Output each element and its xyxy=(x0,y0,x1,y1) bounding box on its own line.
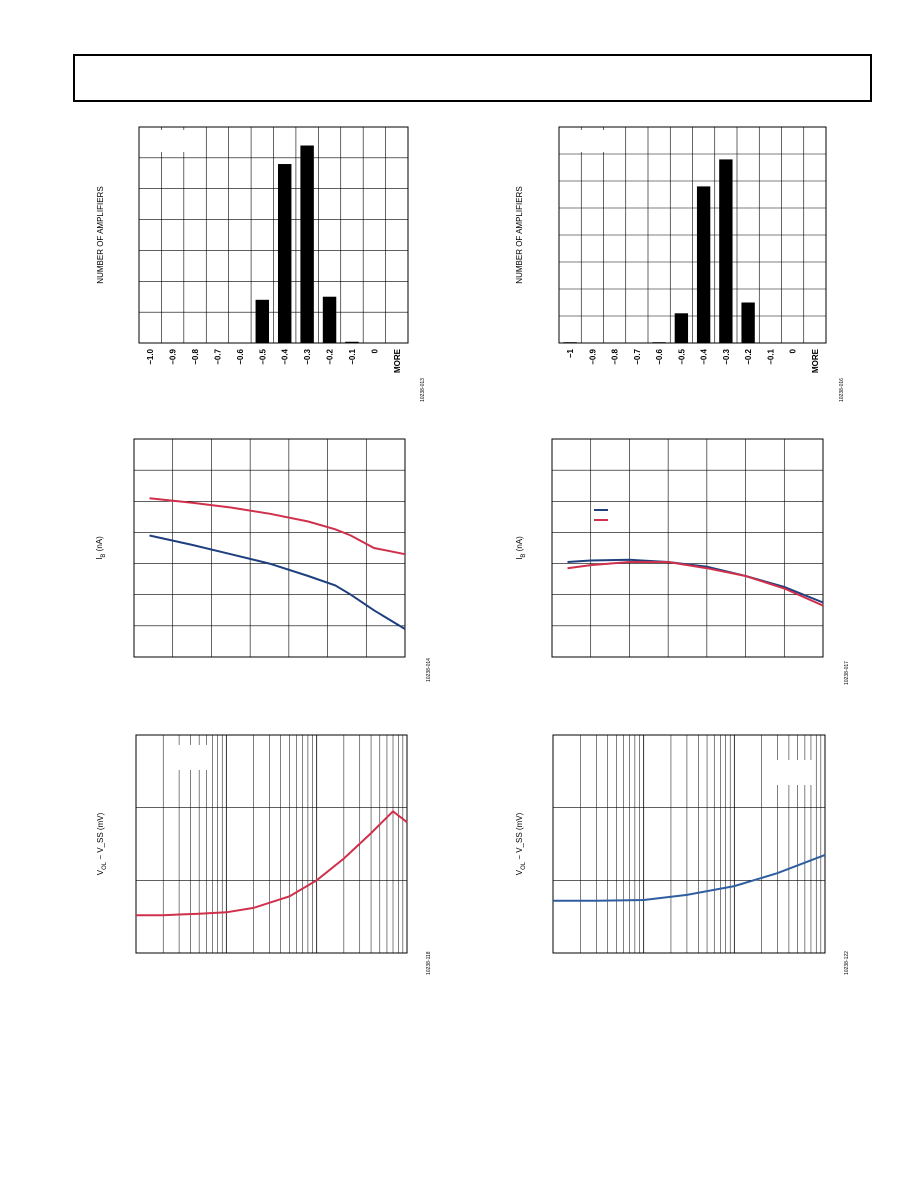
series-line-0 xyxy=(553,853,826,902)
bar-8 xyxy=(322,296,337,343)
x-tick-label: MORE xyxy=(811,348,820,373)
page-header-frame xyxy=(73,54,872,102)
figure-code: 10238-017 xyxy=(844,661,850,685)
x-tick-label: −0.5 xyxy=(677,348,686,364)
ib-right: IB (nA) 10238-017 xyxy=(515,438,850,685)
x-tick-label: −0.4 xyxy=(700,348,709,364)
x-tick-label: MORE xyxy=(393,348,402,373)
vol-left: VOL − V_SS (mV) 10238-118 xyxy=(96,734,432,975)
series-line-1 xyxy=(149,534,406,630)
x-tick-label: 0 xyxy=(789,348,798,353)
x-tick-label: −1 xyxy=(566,348,575,358)
y-axis-label: VOL − V_SS (mV) xyxy=(515,812,527,875)
bar-5 xyxy=(255,299,270,343)
y-axis-label: NUMBER OF AMPLIFIERS xyxy=(96,186,105,283)
series-line-0 xyxy=(136,809,408,917)
x-tick-label: −0.1 xyxy=(348,348,357,364)
legend-box xyxy=(579,130,624,152)
x-tick-label: −0.5 xyxy=(258,348,267,364)
vol-right: VOL − V_SS (mV) 10238-122 xyxy=(515,734,850,975)
legend-box xyxy=(159,130,204,152)
y-axis-label: IB (nA) xyxy=(95,536,107,560)
plot-frame xyxy=(552,734,826,954)
figure-code: 10238-013 xyxy=(420,378,426,402)
x-tick-label: −0.2 xyxy=(744,348,753,364)
legend-box xyxy=(773,760,815,785)
x-tick-label: −0.8 xyxy=(611,348,620,364)
bar-0 xyxy=(563,342,577,344)
series-line-0 xyxy=(149,497,406,556)
y-axis-label: NUMBER OF AMPLIFIERS xyxy=(515,186,524,283)
bar-4 xyxy=(652,342,666,344)
bar-7 xyxy=(300,145,314,343)
figure-code: 10238-122 xyxy=(844,951,850,975)
y-axis-label: IB (nA) xyxy=(515,536,527,560)
x-tick-label: −0.8 xyxy=(191,348,200,364)
x-tick-label: −0.6 xyxy=(236,348,245,364)
x-tick-label: −0.9 xyxy=(169,348,178,364)
bar-8 xyxy=(741,302,755,343)
x-tick-label: −0.2 xyxy=(326,348,335,364)
hist-right: −1 −0.9 −0.8 −0.7 −0.6 −0.5 −0.4 −0.3 −0.2 −0.1 0 M… xyxy=(515,126,845,402)
y-axis-label: VOL − V_SS (mV) xyxy=(96,812,108,875)
figure-code: 10238-118 xyxy=(426,951,432,975)
series-line-1 xyxy=(567,561,824,607)
x-tick-label: −0.3 xyxy=(722,348,731,364)
plot-frame xyxy=(138,126,409,344)
x-tick-label: −0.7 xyxy=(213,348,222,364)
bar-6 xyxy=(277,164,292,343)
legend-box xyxy=(166,745,208,770)
x-tick-label: −0.7 xyxy=(633,348,642,364)
ib-left: IB (nA) 10238-014 xyxy=(95,438,432,682)
figure-code: 10238-014 xyxy=(426,658,432,682)
bar-9 xyxy=(345,341,359,343)
bar-5 xyxy=(674,313,689,343)
x-tick-label: −1.0 xyxy=(146,348,155,364)
plot-frame xyxy=(135,734,408,954)
plot-frame xyxy=(551,438,824,658)
x-tick-label: −0.3 xyxy=(303,348,312,364)
bar-7 xyxy=(719,159,733,343)
hist-left: −1.0 −0.9 −0.8 −0.7 −0.6 −0.5 −0.4 −0.3 −0.2 −0.1… xyxy=(96,126,426,402)
x-tick-label: −0.4 xyxy=(281,348,290,364)
figure-code: 10238-016 xyxy=(839,378,845,402)
x-tick-label: −0.9 xyxy=(588,348,597,364)
bar-6 xyxy=(696,186,711,343)
plot-frame xyxy=(133,438,406,658)
x-tick-label: −0.6 xyxy=(655,348,664,364)
x-tick-label: 0 xyxy=(370,348,379,353)
x-tick-label: −0.1 xyxy=(766,348,775,364)
plot-frame xyxy=(558,126,827,344)
